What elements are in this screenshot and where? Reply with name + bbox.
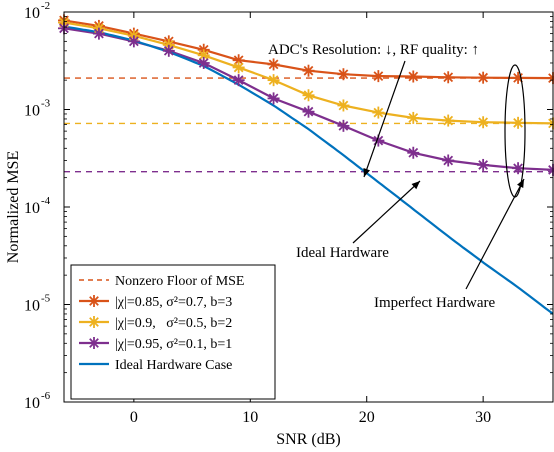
- series-0-point-8: [337, 68, 350, 81]
- legend-box: [70, 264, 276, 400]
- legend-label-2: |χ|=0.95, σ²=0.1, b=1: [115, 337, 232, 352]
- series-1-point-6: [267, 74, 280, 87]
- series-1-point-4: [197, 49, 210, 62]
- y-axis-label: Normalized MSE: [5, 151, 22, 263]
- legend-label-1: |χ|=0.9, σ²=0.5, b=2: [115, 316, 232, 331]
- y-tick-label-1: 10: [24, 298, 40, 315]
- series-0-point-9: [372, 70, 385, 83]
- series-1-point-9: [372, 106, 385, 119]
- series-2-point-6: [267, 92, 280, 105]
- series-2-point-7: [302, 105, 315, 118]
- series-2-point-5: [232, 74, 245, 87]
- series-2-point-12: [477, 158, 490, 171]
- y-tick-exp-4: -2: [41, 0, 50, 12]
- annotation-resolution: ADC's Resolution: ↓, RF quality: ↑: [268, 42, 479, 58]
- annotations: ADC's Resolution: ↓, RF quality: ↑ Ideal…: [268, 42, 526, 311]
- series-2-point-2: [127, 35, 140, 48]
- series-1-point-12: [477, 116, 490, 129]
- legend-marker-1: [88, 316, 100, 328]
- x-axis-label: SNR (dB): [276, 431, 340, 448]
- legend-marker-0: [88, 295, 100, 307]
- y-tick-label-2: 10: [24, 200, 40, 217]
- series-0-point-7: [302, 64, 315, 77]
- x-tick-label-0: 0: [130, 409, 138, 426]
- legend-label-3: Ideal Hardware Case: [115, 358, 232, 373]
- legend-floor-label: Nonzero Floor of MSE: [115, 274, 245, 289]
- series-2-point-1: [92, 27, 105, 40]
- y-tick-label-4: 10: [24, 5, 40, 22]
- y-tick-label-0: 10: [24, 395, 40, 412]
- x-tick-label-2: 20: [359, 409, 375, 426]
- series-2-point-11: [442, 154, 455, 167]
- y-tick-label-3: 10: [24, 103, 40, 120]
- series-1-point-13: [512, 116, 525, 129]
- series-2-point-4: [197, 56, 210, 69]
- series-line-3: [63, 25, 554, 315]
- y-tick-exp-3: -3: [41, 98, 51, 110]
- series-1-point-5: [232, 61, 245, 74]
- series-0-point-11: [442, 71, 455, 84]
- legend-marker-2: [88, 337, 100, 349]
- series-2-point-3: [162, 44, 175, 57]
- y-tick-exp-1: -5: [41, 293, 51, 305]
- series-1-point-10: [407, 111, 420, 124]
- arrow-ideal: [352, 180, 421, 244]
- highlight-ellipse: [504, 64, 526, 198]
- series-0-point-6: [267, 58, 280, 71]
- annotation-ideal-hardware: Ideal Hardware: [296, 245, 389, 261]
- legend-label-0: |χ|=0.85, σ²=0.7, b=3: [115, 295, 232, 310]
- x-tick-label-1: 10: [242, 409, 258, 426]
- series-2-point-13: [512, 162, 525, 175]
- series-2-point-10: [407, 146, 420, 159]
- series-1-point-11: [442, 114, 455, 127]
- series-1-point-8: [337, 99, 350, 112]
- series-0-point-12: [477, 71, 490, 84]
- y-tick-exp-2: -4: [41, 195, 51, 207]
- series-1-point-7: [302, 89, 315, 102]
- series-0-point-10: [407, 70, 420, 83]
- annotation-imperfect-hardware: Imperfect Hardware: [374, 295, 496, 311]
- arrow-resolution: [363, 60, 406, 178]
- x-tick-label-3: 30: [475, 409, 491, 426]
- series-2-point-8: [337, 119, 350, 132]
- y-tick-exp-0: -6: [41, 390, 51, 402]
- legend: Nonzero Floor of MSE |χ|=0.85, σ²=0.7, b=…: [70, 264, 276, 400]
